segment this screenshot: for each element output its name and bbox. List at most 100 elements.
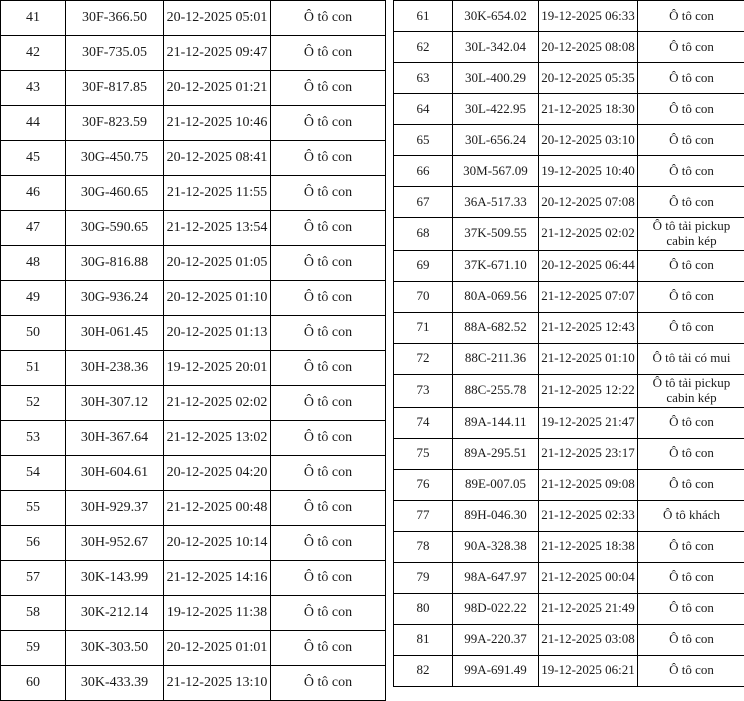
license-plate-cell: 88A-682.52: [453, 312, 539, 343]
violation-datetime-cell: 21-12-2025 18:30: [539, 94, 638, 125]
license-plate-cell: 30G-450.75: [66, 141, 164, 176]
vehicle-type-cell: Ô tô con: [271, 106, 386, 141]
row-number-cell: 68: [394, 218, 453, 251]
vehicle-type-cell: Ô tô con: [638, 187, 744, 218]
license-plate-cell: 30G-590.65: [66, 211, 164, 246]
license-plate-cell: 30F-735.05: [66, 36, 164, 71]
license-plate-cell: 30H-604.61: [66, 456, 164, 491]
row-number-cell: 72: [394, 343, 453, 374]
vehicle-type-cell: Ô tô con: [271, 316, 386, 351]
vehicle-type-cell: Ô tô con: [271, 421, 386, 456]
row-number-cell: 46: [1, 176, 66, 211]
violation-datetime-cell: 20-12-2025 01:21: [164, 71, 271, 106]
violation-datetime-cell: 21-12-2025 21:49: [539, 593, 638, 624]
license-plate-cell: 30K-212.14: [66, 596, 164, 631]
row-number-cell: 62: [394, 32, 453, 63]
license-plate-cell: 30G-936.24: [66, 281, 164, 316]
violation-datetime-cell: 21-12-2025 13:54: [164, 211, 271, 246]
vehicle-type-cell: Ô tô con: [638, 32, 744, 63]
row-number-cell: 45: [1, 141, 66, 176]
license-plate-cell: 30H-929.37: [66, 491, 164, 526]
vehicle-type-cell: Ô tô con: [638, 593, 744, 624]
violation-datetime-cell: 21-12-2025 07:07: [539, 281, 638, 312]
vehicle-type-cell: Ô tô con: [271, 561, 386, 596]
violation-datetime-cell: 20-12-2025 01:10: [164, 281, 271, 316]
row-number-cell: 81: [394, 624, 453, 655]
violation-datetime-cell: 21-12-2025 14:16: [164, 561, 271, 596]
row-number-cell: 47: [1, 211, 66, 246]
row-number-cell: 64: [394, 94, 453, 125]
license-plate-cell: 37K-509.55: [453, 218, 539, 251]
license-plate-cell: 89E-007.05: [453, 469, 539, 500]
violation-datetime-cell: 21-12-2025 02:33: [539, 500, 638, 531]
license-plate-cell: 30H-238.36: [66, 351, 164, 386]
violation-datetime-cell: 20-12-2025 01:13: [164, 316, 271, 351]
vehicle-type-cell: Ô tô con: [271, 491, 386, 526]
violation-datetime-cell: 21-12-2025 13:02: [164, 421, 271, 456]
row-number-cell: 65: [394, 125, 453, 156]
vehicle-type-cell: Ô tô con: [271, 666, 386, 701]
license-plate-cell: 88C-255.78: [453, 374, 539, 407]
license-plate-cell: 30H-061.45: [66, 316, 164, 351]
license-plate-cell: 99A-220.37: [453, 624, 539, 655]
violation-datetime-cell: 21-12-2025 02:02: [539, 218, 638, 251]
license-plate-cell: 37K-671.10: [453, 250, 539, 281]
row-number-cell: 79: [394, 562, 453, 593]
violation-datetime-cell: 21-12-2025 12:22: [539, 374, 638, 407]
license-plate-cell: 89H-046.30: [453, 500, 539, 531]
violation-datetime-cell: 20-12-2025 08:41: [164, 141, 271, 176]
vehicle-type-cell: Ô tô khách: [638, 500, 744, 531]
violation-datetime-cell: 19-12-2025 10:40: [539, 156, 638, 187]
vehicle-type-cell: Ô tô con: [638, 156, 744, 187]
license-plate-cell: 30L-656.24: [453, 125, 539, 156]
license-plate-cell: 89A-144.11: [453, 407, 539, 438]
license-plate-cell: 30F-817.85: [66, 71, 164, 106]
row-number-cell: 78: [394, 531, 453, 562]
row-number-cell: 43: [1, 71, 66, 106]
violation-datetime-cell: 20-12-2025 01:05: [164, 246, 271, 281]
row-number-cell: 52: [1, 386, 66, 421]
row-number-cell: 51: [1, 351, 66, 386]
vehicle-type-cell: Ô tô con: [638, 281, 744, 312]
violation-datetime-cell: 19-12-2025 11:38: [164, 596, 271, 631]
violation-datetime-cell: 21-12-2025 23:17: [539, 438, 638, 469]
violation-datetime-cell: 19-12-2025 21:47: [539, 407, 638, 438]
row-number-cell: 58: [1, 596, 66, 631]
row-number-cell: 67: [394, 187, 453, 218]
violation-datetime-cell: 21-12-2025 18:38: [539, 531, 638, 562]
row-number-cell: 75: [394, 438, 453, 469]
vehicle-type-cell: Ô tô con: [638, 469, 744, 500]
license-plate-cell: 99A-691.49: [453, 655, 539, 686]
violation-datetime-cell: 20-12-2025 05:35: [539, 63, 638, 94]
vehicle-type-cell: Ô tô con: [638, 312, 744, 343]
vehicle-type-cell: Ô tô con: [638, 531, 744, 562]
row-number-cell: 60: [1, 666, 66, 701]
vehicle-type-cell: Ô tô con: [638, 125, 744, 156]
violation-datetime-cell: 20-12-2025 05:01: [164, 1, 271, 36]
license-plate-cell: 30L-342.04: [453, 32, 539, 63]
violation-datetime-cell: 20-12-2025 06:44: [539, 250, 638, 281]
license-plate-cell: 30L-400.29: [453, 63, 539, 94]
violation-datetime-cell: 19-12-2025 20:01: [164, 351, 271, 386]
license-plate-cell: 30K-143.99: [66, 561, 164, 596]
vehicle-type-cell: Ô tô con: [638, 250, 744, 281]
row-number-cell: 59: [1, 631, 66, 666]
vehicle-type-cell: Ô tô con: [638, 624, 744, 655]
